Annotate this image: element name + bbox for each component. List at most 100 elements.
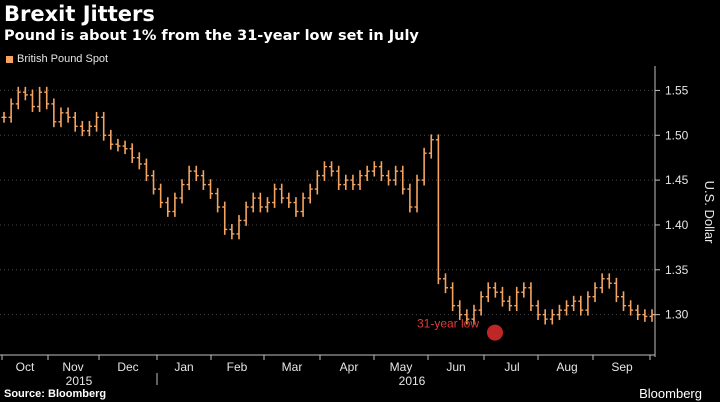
- price-bar: [649, 309, 655, 322]
- source-note: Source: Bloomberg: [4, 388, 107, 400]
- price-bar: [151, 170, 157, 195]
- price-bar: [414, 174, 420, 213]
- y-tick-label: 1.55: [665, 83, 689, 97]
- price-bar: [549, 309, 555, 325]
- chart-title: Brexit Jitters: [4, 2, 155, 26]
- price-bar: [115, 138, 121, 152]
- price-bar: [314, 170, 320, 195]
- price-bar: [293, 197, 299, 217]
- price-bar: [72, 111, 78, 132]
- x-tick-label: Jun: [446, 360, 465, 374]
- x-tick-label: Jan: [174, 360, 193, 374]
- price-bar: [492, 282, 498, 298]
- price-bar: [357, 170, 363, 190]
- y-tick-label: 1.50: [665, 128, 689, 142]
- legend-label: British Pound Spot: [17, 53, 109, 65]
- x-tick-label: May: [390, 360, 413, 374]
- grid-layer: [0, 89, 655, 316]
- price-bar: [407, 183, 413, 213]
- price-bar: [514, 286, 520, 312]
- price-bar: [571, 295, 577, 312]
- x-tick-label: Apr: [340, 360, 359, 374]
- price-bar: [535, 300, 541, 321]
- price-bar: [556, 304, 562, 321]
- price-bar: [129, 143, 135, 164]
- axis-layer: 1.30 1.35 1.40 1.45 1.50 1.55 U.S. Dollar Oct No…: [0, 66, 717, 388]
- price-bar: [393, 165, 399, 186]
- price-bar: [286, 192, 292, 208]
- x-tick-label: Oct: [16, 360, 35, 374]
- price-bar: [485, 282, 491, 303]
- price-bar: [386, 170, 392, 186]
- price-bar: [250, 192, 256, 213]
- low-marker: [487, 324, 503, 341]
- x-tick-label: Jul: [504, 360, 519, 374]
- price-bar: [22, 86, 28, 101]
- price-bar: [86, 120, 92, 137]
- price-bar: [51, 98, 57, 128]
- price-bar: [528, 282, 534, 312]
- price-bar: [521, 282, 527, 298]
- price-bar: [307, 183, 313, 204]
- chart-subtitle: Pound is about 1% from the 31-year low s…: [4, 28, 419, 44]
- price-bar: [635, 304, 641, 321]
- price-bar: [499, 286, 505, 307]
- price-bar: [421, 147, 427, 186]
- price-bar: [507, 295, 513, 312]
- y-axis-label: U.S. Dollar: [702, 181, 717, 245]
- y-tick-label: 1.45: [665, 173, 689, 187]
- y-tick-label: 1.40: [665, 218, 689, 232]
- price-bar: [8, 98, 14, 123]
- price-bar: [464, 309, 470, 325]
- x-tick-label: Feb: [227, 360, 248, 374]
- price-bar: [15, 86, 21, 110]
- year-label: 2015: [66, 374, 93, 388]
- y-tick-label: 1.35: [665, 263, 689, 277]
- price-bar: [94, 111, 100, 132]
- price-bar: [606, 273, 612, 289]
- price-bar: [65, 107, 71, 123]
- x-tick-label: Aug: [556, 360, 577, 374]
- price-bar: [186, 165, 192, 190]
- price-bar: [428, 134, 434, 159]
- price-bar: [58, 107, 64, 128]
- price-bar: [165, 197, 171, 217]
- price-bar: [37, 86, 43, 112]
- price-bar: [136, 152, 142, 170]
- price-bar: [364, 165, 370, 182]
- price-bar: [143, 158, 149, 182]
- low-annotation-label: 31-year low: [417, 317, 479, 331]
- price-bar: [371, 161, 377, 177]
- price-bar: [478, 291, 484, 316]
- price-bar: [400, 165, 406, 195]
- price-bar: [179, 179, 185, 204]
- price-bar: [257, 192, 263, 213]
- y-tick-label: 1.30: [665, 308, 689, 322]
- price-bar: [336, 165, 342, 190]
- price-bar: [122, 140, 128, 155]
- annotation-layer: 31-year low: [417, 317, 503, 341]
- x-tick-label: Nov: [62, 360, 83, 374]
- price-bar: [628, 300, 634, 316]
- price-bar: [378, 161, 384, 182]
- price-bar: [585, 291, 591, 316]
- price-bars: [1, 86, 655, 325]
- price-bar: [350, 174, 356, 190]
- price-bar: [208, 179, 214, 199]
- price-bar: [215, 188, 221, 213]
- price-bar: [222, 201, 228, 235]
- price-bar: [343, 174, 349, 190]
- price-bar: [172, 192, 178, 217]
- x-tick-label: Mar: [282, 360, 303, 374]
- x-tick-label: Dec: [117, 360, 138, 374]
- price-bar: [613, 277, 619, 303]
- price-bar: [564, 300, 570, 316]
- price-bar: [321, 161, 327, 182]
- price-bar: [243, 201, 249, 226]
- price-bar: [264, 197, 270, 213]
- price-bar: [450, 282, 456, 312]
- price-bar: [300, 192, 306, 217]
- price-bar: [329, 161, 335, 177]
- price-bar: [229, 224, 235, 240]
